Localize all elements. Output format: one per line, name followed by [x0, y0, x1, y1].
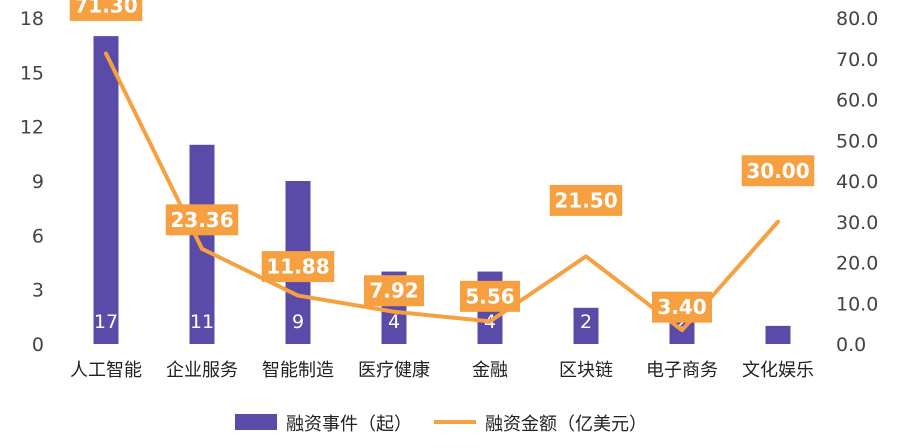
- left-y-axis: 0 3 6 9 12 15 18: [20, 8, 44, 356]
- line-data-label: 71.30: [74, 0, 137, 17]
- line-data-label: 3.40: [657, 295, 706, 319]
- line-data-label-box: [261, 251, 335, 283]
- x-axis-category-label: 医疗健康: [358, 360, 430, 381]
- line-data-label: 5.56: [465, 284, 514, 308]
- left-axis-tick-label: 0: [32, 334, 44, 356]
- line-data-label-box: [460, 280, 520, 312]
- bar-data-label: 17: [94, 311, 118, 333]
- line-data-label: 11.88: [266, 255, 329, 279]
- left-axis-tick-label: 15: [20, 62, 44, 84]
- bar: [573, 307, 599, 344]
- line-data-label: 23.36: [170, 208, 233, 232]
- line-data-label-box: [364, 275, 424, 307]
- right-axis-tick-label: 70.0: [836, 49, 878, 71]
- right-axis-tick-label: 80.0: [836, 8, 878, 30]
- right-axis-tick-label: 10.0: [836, 293, 878, 315]
- line-data-label-box: [652, 291, 712, 323]
- legend-bar-label: 融资事件（起）: [286, 414, 412, 435]
- right-axis-tick-label: 40.0: [836, 171, 878, 193]
- bar-data-label: 2: [580, 311, 592, 333]
- x-axis-category-label: 文化娱乐: [742, 360, 814, 381]
- line-data-label: 30.00: [746, 159, 809, 183]
- line-data-label: 7.92: [369, 279, 418, 303]
- left-axis-tick-label: 9: [32, 171, 44, 193]
- right-axis-tick-label: 30.0: [836, 212, 878, 234]
- line-data-label-box: [69, 0, 143, 21]
- left-axis-tick-label: 6: [32, 225, 44, 247]
- line-data-label: 21.50: [554, 188, 617, 212]
- bar-data-label: 4: [388, 311, 400, 333]
- right-axis-tick-label: 50.0: [836, 130, 878, 152]
- legend-line-label: 融资金额（亿美元）: [485, 414, 647, 435]
- line-data-label-box: [165, 204, 239, 236]
- right-y-axis: 0.0 10.0 20.0 30.0 40.0 50.0 60.0 70.0 80.0: [836, 8, 878, 356]
- bar-data-label: 9: [292, 311, 304, 333]
- legend: 融资事件（起） 融资金额（亿美元）: [235, 414, 647, 435]
- right-axis-tick-label: 60.0: [836, 90, 878, 112]
- left-axis-tick-label: 18: [20, 8, 44, 30]
- line-series: 71.30 23.36 11.88 7.92 5.56 21.50 3.40 30.00: [69, 0, 815, 333]
- legend-bar-swatch: [235, 414, 277, 430]
- bar-series: 171194422: [93, 36, 791, 344]
- x-axis-categories: 人工智能 企业服务 智能制造 医疗健康 金融 区块链 电子商务 文化娱乐: [70, 360, 814, 381]
- bar-data-label: 11: [190, 311, 214, 333]
- left-axis-tick-label: 3: [32, 280, 44, 302]
- x-axis-category-label: 人工智能: [70, 360, 142, 381]
- line-data-label-box: [549, 184, 623, 216]
- right-axis-tick-label: 20.0: [836, 253, 878, 275]
- left-axis-tick-label: 12: [20, 117, 44, 139]
- line-data-label-box: [741, 155, 815, 187]
- right-axis-tick-label: 0.0: [836, 334, 866, 356]
- x-axis-category-label: 企业服务: [166, 360, 238, 381]
- x-axis-category-label: 金融: [472, 360, 508, 381]
- x-axis-category-label: 区块链: [559, 360, 613, 381]
- x-axis-category-label: 智能制造: [262, 360, 334, 381]
- x-axis-category-label: 电子商务: [646, 360, 718, 381]
- bar: [765, 325, 791, 344]
- bar: [93, 36, 119, 344]
